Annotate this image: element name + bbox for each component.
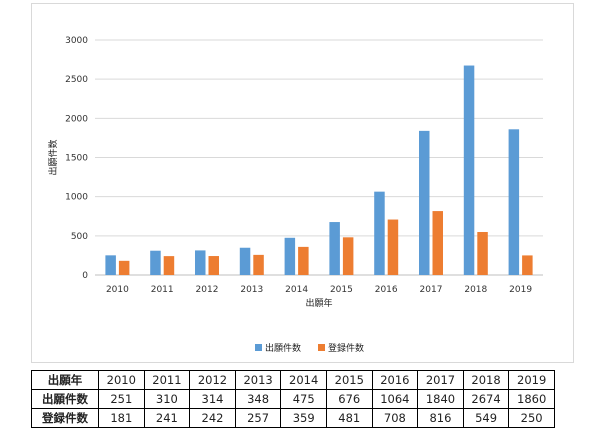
table-cell: 242 bbox=[189, 408, 236, 428]
bar-series-1 bbox=[105, 255, 116, 275]
table-col-header: 2016 bbox=[371, 370, 419, 390]
y-tick-label: 500 bbox=[71, 232, 88, 242]
bar-series-2 bbox=[298, 246, 309, 275]
table-cell: 708 bbox=[371, 408, 419, 428]
table-col-header: 2017 bbox=[417, 370, 464, 390]
table-cell: 2674 bbox=[462, 389, 510, 409]
bar-series-1 bbox=[374, 191, 385, 275]
y-tick-label: 2500 bbox=[65, 75, 88, 85]
bar-series-1 bbox=[463, 65, 475, 275]
table-cell: 676 bbox=[325, 389, 373, 409]
table-cell: 257 bbox=[234, 408, 282, 428]
bar-series-2 bbox=[118, 260, 130, 275]
table-col-header: 2018 bbox=[462, 370, 510, 390]
y-tick-label: 0 bbox=[82, 271, 88, 281]
bar-series-1 bbox=[284, 237, 296, 275]
chart-area: 0 500 1000 1500 2000 2500 3000 2010 2011 2012 2013… bbox=[31, 3, 574, 363]
table-row-label: 登録件数 bbox=[31, 408, 99, 428]
x-tick-label: 2011 bbox=[151, 285, 174, 295]
y-tick-label: 3000 bbox=[65, 36, 88, 46]
legend-label: 出願件数 bbox=[265, 342, 301, 354]
table-cell: 475 bbox=[280, 389, 327, 409]
table-row: 出願件数 251 310 314 348 475 676 1064 1840 2… bbox=[31, 389, 555, 409]
bar-series-2 bbox=[432, 211, 443, 275]
table-cell: 251 bbox=[98, 389, 145, 409]
table-cell: 549 bbox=[462, 408, 510, 428]
table-col-header: 2010 bbox=[98, 370, 145, 390]
table-row: 登録件数 181 241 242 257 359 481 708 816 549… bbox=[31, 408, 555, 428]
table-col-header: 2013 bbox=[234, 370, 282, 390]
bar-series-1 bbox=[239, 247, 251, 275]
x-tick-label: 2017 bbox=[420, 285, 443, 295]
bar-series-1 bbox=[419, 130, 430, 275]
table-cell: 181 bbox=[98, 408, 145, 428]
bar-series-2 bbox=[522, 255, 533, 275]
bar-series-2 bbox=[477, 231, 488, 275]
table-col-header: 2012 bbox=[189, 370, 236, 390]
table-col-header: 2014 bbox=[280, 370, 327, 390]
table-cell: 241 bbox=[143, 408, 191, 428]
y-axis-title: 出願件数 bbox=[47, 139, 59, 175]
x-tick-label: 2010 bbox=[106, 285, 129, 295]
x-tick-label: 2012 bbox=[196, 285, 219, 295]
x-tick-label: 2018 bbox=[464, 285, 487, 295]
table-cell: 250 bbox=[508, 408, 555, 428]
bar-series-1 bbox=[508, 129, 520, 275]
table-cell: 816 bbox=[417, 408, 464, 428]
table-cell: 1064 bbox=[371, 389, 419, 409]
data-table: 出願年 2010 2011 2012 2013 2014 2015 2016 2… bbox=[31, 370, 555, 428]
x-tick-label: 2015 bbox=[330, 285, 353, 295]
x-tick-label: 2013 bbox=[240, 285, 263, 295]
table-cell: 348 bbox=[234, 389, 282, 409]
legend-swatch bbox=[255, 344, 262, 351]
x-tick-label: 2016 bbox=[375, 285, 398, 295]
bar-chart: 0 500 1000 1500 2000 2500 3000 2010 2011 2012 2013… bbox=[47, 36, 543, 354]
table-col-header: 2015 bbox=[325, 370, 373, 390]
bar-series-2 bbox=[342, 237, 354, 275]
bar-series-1 bbox=[150, 250, 161, 275]
table-col-header: 2019 bbox=[508, 370, 555, 390]
table-cell: 1840 bbox=[417, 389, 464, 409]
table-cell: 314 bbox=[189, 389, 236, 409]
table-col-header: 2011 bbox=[143, 370, 191, 390]
bar-series-2 bbox=[208, 256, 219, 275]
y-tick-label: 1000 bbox=[65, 193, 88, 203]
table-row-label: 出願件数 bbox=[31, 389, 99, 409]
bar-series-2 bbox=[387, 219, 399, 275]
table-cell: 359 bbox=[280, 408, 327, 428]
y-tick-label: 2000 bbox=[65, 114, 88, 124]
table-cell: 310 bbox=[143, 389, 191, 409]
table-cell: 481 bbox=[325, 408, 373, 428]
bar-series-2 bbox=[163, 256, 175, 275]
table-header-row: 出願年 2010 2011 2012 2013 2014 2015 2016 2… bbox=[31, 370, 555, 390]
table-cell: 1860 bbox=[508, 389, 555, 409]
table-header-label: 出願年 bbox=[31, 370, 99, 390]
bar-series-2 bbox=[253, 254, 264, 275]
x-tick-label: 2019 bbox=[509, 285, 532, 295]
legend-label: 登録件数 bbox=[328, 342, 364, 354]
y-tick-label: 1500 bbox=[65, 154, 88, 164]
x-axis-title: 出願年 bbox=[305, 297, 332, 309]
legend-swatch bbox=[318, 344, 325, 351]
x-tick-label: 2014 bbox=[285, 285, 308, 295]
bar-series-1 bbox=[195, 250, 206, 275]
bar-series-1 bbox=[329, 222, 340, 275]
